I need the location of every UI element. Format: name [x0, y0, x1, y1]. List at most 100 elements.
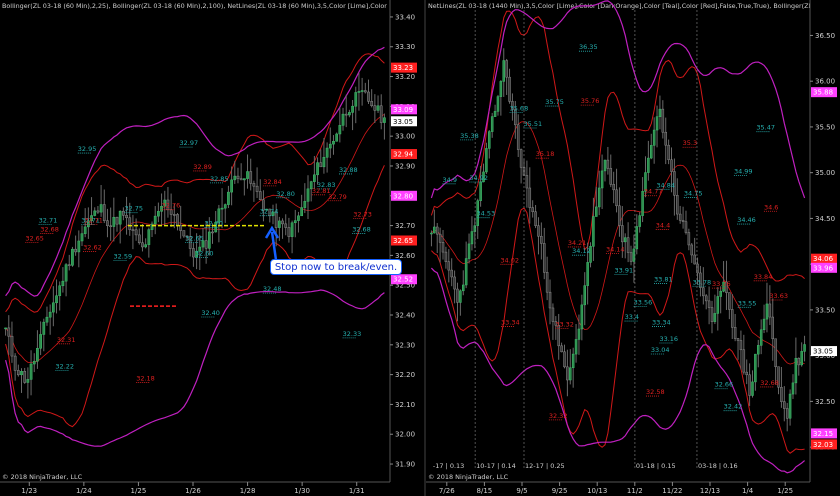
candle — [785, 408, 789, 419]
candle — [641, 191, 644, 216]
candle — [211, 231, 214, 234]
candle — [490, 116, 494, 132]
candle — [545, 272, 549, 293]
candle — [357, 91, 361, 93]
net-line-label: 32.70 — [204, 220, 223, 228]
candle — [447, 261, 451, 271]
candle — [370, 101, 374, 107]
candle — [227, 191, 230, 205]
net-line-label: 34.6 — [764, 203, 778, 211]
candle — [293, 220, 297, 224]
net-line-label: 32.84 — [263, 178, 282, 186]
net-line-label: 32.40 — [201, 309, 220, 317]
candle — [629, 252, 633, 262]
candle — [505, 60, 508, 78]
y-tick-label: 36.00 — [815, 78, 835, 86]
net-line-label: 35.3 — [683, 139, 697, 147]
candle — [322, 157, 326, 168]
candle — [284, 223, 288, 228]
candle — [354, 92, 358, 107]
candle — [563, 351, 566, 368]
candle — [678, 213, 682, 221]
candle — [383, 117, 386, 123]
candle — [297, 215, 300, 221]
candle — [376, 105, 380, 111]
candle — [606, 159, 610, 169]
candle — [488, 131, 491, 149]
right-chart-pane[interactable]: NetLines(ZL 03-18 (1440 Min),3,5,Color [… — [426, 0, 840, 496]
candle — [612, 184, 615, 191]
candle — [528, 187, 532, 208]
price-badge-label: 32.94 — [393, 151, 414, 159]
net-line-label: 33.04 — [651, 346, 670, 354]
x-tick-label: 1/25 — [131, 487, 147, 495]
net-line-label: 35.76 — [581, 97, 600, 105]
net-line-label: 35.75 — [545, 98, 564, 106]
candle — [800, 351, 803, 366]
candle — [325, 147, 329, 158]
pane-divider[interactable] — [424, 0, 426, 496]
net-line-label: 34.84 — [656, 181, 675, 189]
candle — [90, 215, 93, 222]
candle — [249, 171, 253, 184]
upper-bollinger-long — [430, 0, 806, 199]
net-line-label: 32.71 — [39, 217, 58, 225]
candle — [360, 90, 364, 92]
net-line-label: 32.31 — [57, 336, 76, 344]
candle — [125, 215, 128, 219]
net-line-label: 32.79 — [328, 193, 347, 201]
left-chart-pane[interactable]: Bollinger(ZL 03-18 (60 Min),2,25), Bolli… — [0, 0, 424, 496]
net-line-label: 32.85 — [210, 175, 229, 183]
right-chart-canvas[interactable]: 36.5036.0035.5035.0034.5034.0033.5033.00… — [426, 0, 840, 496]
net-line-label: 32.59 — [114, 252, 133, 260]
price-badge-label: 33.05 — [813, 348, 833, 356]
candle — [569, 367, 572, 381]
candle — [681, 220, 685, 222]
candle — [673, 171, 676, 196]
candle — [258, 191, 262, 201]
price-badge-label: 32.03 — [813, 441, 833, 449]
candle — [83, 226, 87, 234]
candle — [704, 295, 708, 302]
candle — [745, 371, 748, 376]
net-line-label: 33.81 — [654, 276, 673, 284]
session-date-tag: 10-17 | 0.14 — [476, 462, 516, 470]
y-tick-label: 32.10 — [395, 401, 415, 409]
candle — [684, 221, 688, 233]
candle — [519, 149, 523, 168]
candle — [122, 210, 125, 216]
y-tick-label: 33.30 — [395, 43, 415, 51]
candle — [757, 345, 760, 355]
net-line-label: 33.91 — [615, 266, 634, 274]
net-line-label: 34.21 — [568, 239, 587, 247]
candle — [36, 348, 39, 362]
session-date-tag: 03-18 | 0.16 — [698, 462, 738, 470]
candle — [67, 264, 71, 266]
candle — [29, 363, 33, 380]
candle — [716, 296, 720, 314]
candle — [496, 96, 500, 112]
y-tick-label: 33.40 — [395, 13, 415, 21]
net-line-label: 36.35 — [579, 43, 598, 51]
candle — [435, 226, 439, 235]
x-tick-label: 1/24 — [76, 487, 92, 495]
candle — [109, 225, 113, 227]
net-line-label: 35.47 — [756, 124, 775, 132]
net-line-label: 32.68 — [352, 226, 371, 234]
left-chart-canvas[interactable]: 33.4033.3033.2033.1033.0032.9032.8032.70… — [0, 0, 424, 496]
candle — [687, 232, 691, 246]
price-badge — [811, 87, 837, 98]
y-tick-label: 35.50 — [815, 123, 835, 131]
x-tick-label: 1/28 — [240, 487, 256, 495]
candle — [736, 338, 740, 341]
candle — [128, 217, 132, 230]
middle-bollinger-short — [5, 113, 385, 363]
candle — [45, 316, 49, 323]
candle — [618, 205, 621, 226]
net-line-label: 34.02 — [500, 256, 519, 264]
x-tick-label: 1/30 — [294, 487, 310, 495]
price-badge — [811, 439, 837, 450]
price-badge — [391, 149, 417, 160]
candle — [710, 307, 714, 322]
net-line-label: 33.32 — [555, 320, 574, 328]
